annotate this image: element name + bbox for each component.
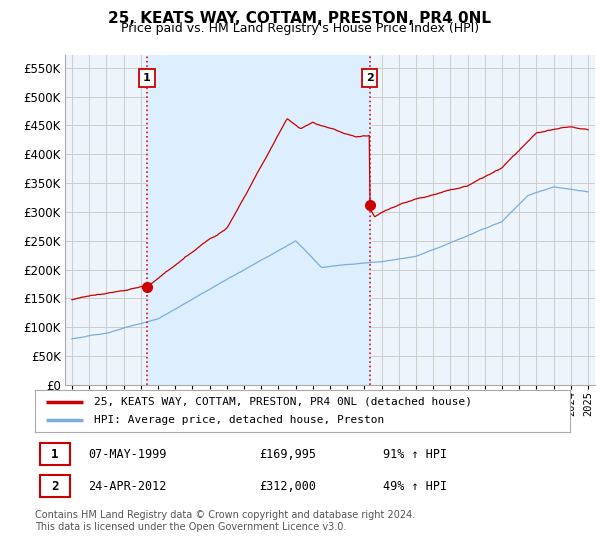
Text: £169,995: £169,995: [260, 447, 317, 460]
Text: 1: 1: [52, 447, 59, 460]
Text: 1: 1: [143, 73, 151, 83]
Text: 25, KEATS WAY, COTTAM, PRESTON, PR4 0NL: 25, KEATS WAY, COTTAM, PRESTON, PR4 0NL: [109, 11, 491, 26]
Text: 49% ↑ HPI: 49% ↑ HPI: [383, 479, 447, 492]
Text: 24-APR-2012: 24-APR-2012: [89, 479, 167, 492]
Text: 07-MAY-1999: 07-MAY-1999: [89, 447, 167, 460]
Bar: [147, 55, 370, 385]
Bar: [40, 443, 70, 465]
Bar: [40, 475, 70, 497]
Text: Contains HM Land Registry data © Crown copyright and database right 2024.
This d: Contains HM Land Registry data © Crown c…: [35, 510, 415, 531]
Text: 91% ↑ HPI: 91% ↑ HPI: [383, 447, 447, 460]
Text: £312,000: £312,000: [260, 479, 317, 492]
Text: 2: 2: [52, 479, 59, 492]
Text: Price paid vs. HM Land Registry's House Price Index (HPI): Price paid vs. HM Land Registry's House …: [121, 22, 479, 35]
Text: 2: 2: [366, 73, 373, 83]
Text: HPI: Average price, detached house, Preston: HPI: Average price, detached house, Pres…: [94, 416, 384, 425]
Text: 25, KEATS WAY, COTTAM, PRESTON, PR4 0NL (detached house): 25, KEATS WAY, COTTAM, PRESTON, PR4 0NL …: [94, 396, 472, 407]
